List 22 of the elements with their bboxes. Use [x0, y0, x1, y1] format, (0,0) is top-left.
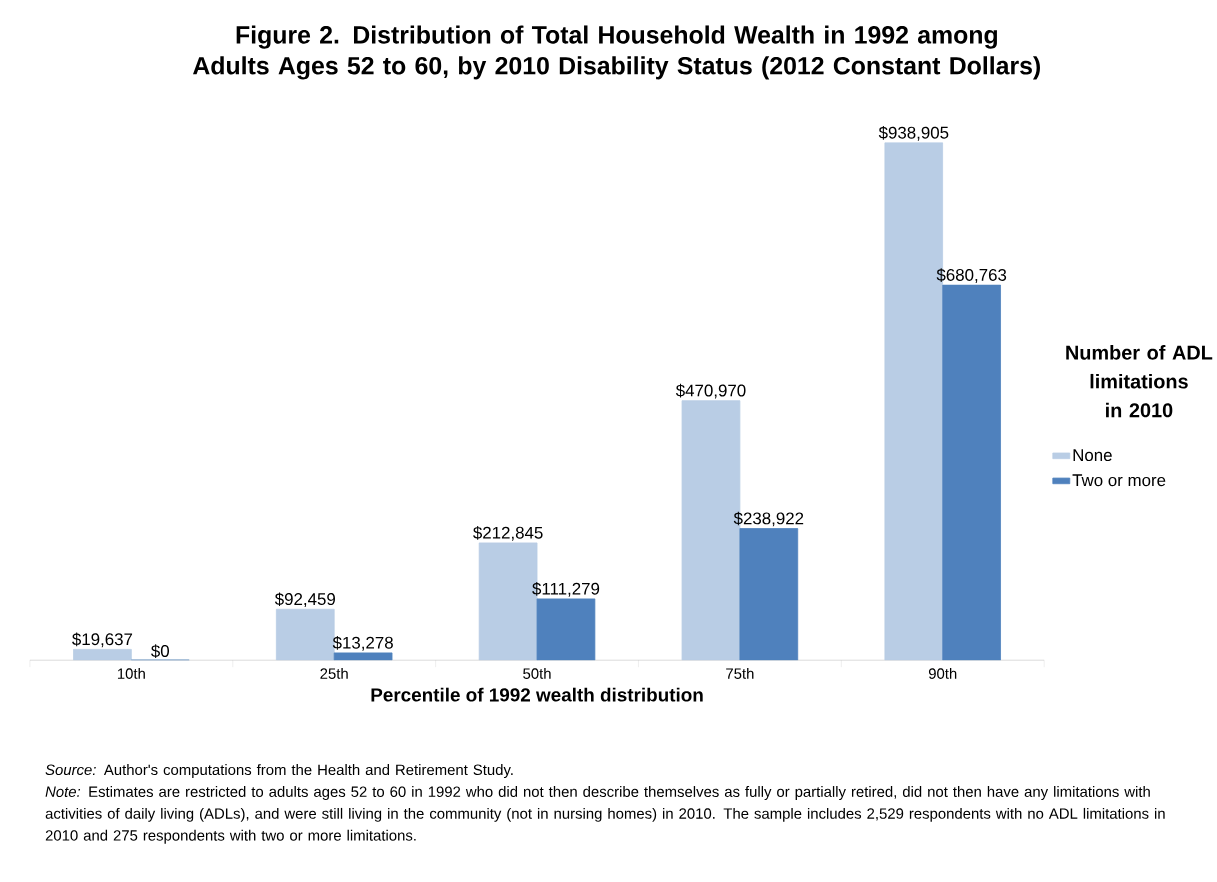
x-axis-title: Percentile of 1992 wealth distribution	[371, 687, 703, 702]
chart-title: Figure 2. Distribution of Total Household Wealth in 1992 among Adults Ages 52 to 60, by 2010 Disability Status (2012 Constant Dollars)	[193, 25, 1040, 80]
data-label: $0	[151, 644, 169, 659]
data-label: $19,637	[72, 632, 133, 648]
data-label: $470,970	[675, 384, 746, 399]
x-tick-label: 75th	[726, 668, 754, 680]
x-tick-label: 25th	[320, 668, 348, 680]
text: Source: Author's computations from the Health and Retirement Study.	[45, 764, 513, 779]
data-label: $938,905	[878, 126, 949, 141]
data-label: $680,763	[936, 268, 1007, 284]
data-label: $212,845	[473, 526, 543, 541]
legend-label: None	[1073, 449, 1112, 462]
x-tick-label: 10th	[117, 668, 145, 680]
data-label: $111,279	[532, 582, 600, 597]
x-tick-label: 50th	[523, 668, 551, 680]
legend-title: Number of ADL limitations in 2010	[1066, 345, 1213, 418]
x-tick-label: 90th	[928, 668, 957, 680]
data-label: $92,459	[274, 592, 335, 608]
data-label: $238,922	[733, 511, 804, 527]
legend-label: Two or more	[1072, 474, 1166, 487]
text: Note: Estimates are restricted to adults ages 52 to 60 in 1992 who did not then describe themselves as fully or partially retired, did not then have any limitations with activities of daily living (ADLs), and were still living in the community (not in nursing homes) in 2010. The sample includes 2,529 respondents with no ADL limitations in 2010 and 275 respondents with two or more limitations.	[45, 786, 1165, 844]
data-label: $13,278	[332, 636, 393, 651]
